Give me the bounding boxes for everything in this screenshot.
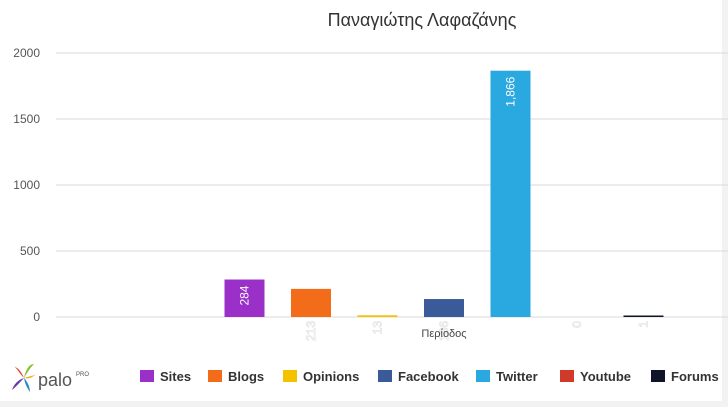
logo-text: palo [38,370,72,390]
y-axis-ticks: 0 500 1000 1500 2000 [13,46,40,324]
y-tick-label: 0 [33,310,40,324]
legend-label-twitter: Twitter [496,369,538,384]
legend-swatch-facebook [378,370,392,382]
legend-swatch-youtube [560,370,574,382]
legend-label-facebook: Facebook [398,369,459,384]
data-label-forums: 1 [637,321,651,328]
palo-logo: palo PRO [12,364,89,392]
legend-label-youtube: Youtube [580,369,631,384]
y-tick-label: 500 [20,244,40,258]
y-tick-label: 1500 [13,112,40,126]
logo-superscript: PRO [76,372,89,378]
legend-swatch-blogs [208,370,222,382]
chart-title: Παναγιώτης Λαφαζάνης [328,10,517,30]
bar-twitter [490,70,531,317]
y-tick-label: 2000 [13,46,40,60]
legend-swatch-opinions [283,370,297,382]
data-labels: 284 213 13 136 1,866 0 1 [238,76,651,341]
data-label-opinions: 13 [371,321,385,335]
legend-swatch-twitter [476,370,490,382]
data-label-twitter: 1,866 [504,76,518,106]
y-tick-label: 1000 [13,178,40,192]
data-label-blogs: 213 [304,321,318,341]
bar-facebook [424,299,464,317]
legend-label-forums: Forums [671,369,719,384]
x-axis-label: Περίοδος [421,328,466,340]
legend-label-sites: Sites [160,369,191,384]
bars [224,70,664,317]
bar-sites [224,279,265,317]
bar-blogs [291,288,331,317]
legend: Sites Blogs Opinions Facebook Twitter Youtube… [140,369,719,384]
data-label-youtube: 0 [570,321,584,328]
data-label-facebook: 136 [437,321,451,341]
gridlines [56,52,728,318]
legend-label-blogs: Blogs [228,369,264,384]
bar-forums [623,315,664,317]
legend-swatch-sites [140,370,154,382]
data-label-sites: 284 [238,285,252,305]
palo-flower-icon [12,364,36,392]
legend-swatch-forums [651,370,665,382]
bar-opinions [357,315,398,317]
legend-label-opinions: Opinions [303,369,359,384]
